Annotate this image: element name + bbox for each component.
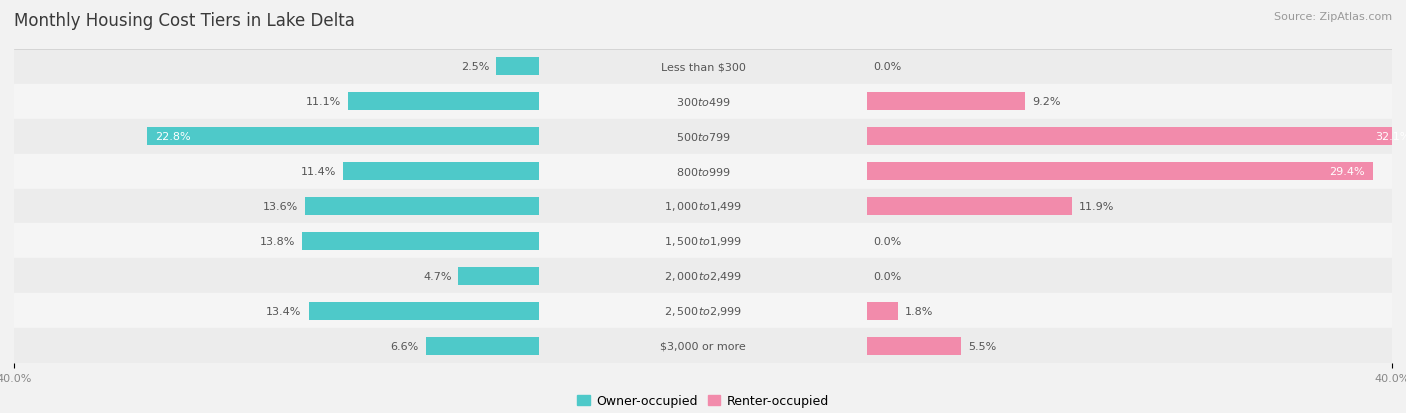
- Bar: [866, 197, 1071, 216]
- Text: 9.2%: 9.2%: [1032, 97, 1060, 107]
- Text: $2,500 to $2,999: $2,500 to $2,999: [664, 305, 742, 318]
- Text: $800 to $999: $800 to $999: [675, 166, 731, 178]
- Text: $300 to $499: $300 to $499: [675, 96, 731, 108]
- Bar: [14, 259, 1392, 294]
- Bar: [426, 337, 540, 355]
- Legend: Owner-occupied, Renter-occupied: Owner-occupied, Renter-occupied: [578, 394, 828, 408]
- Text: 29.4%: 29.4%: [1329, 166, 1364, 177]
- Text: Monthly Housing Cost Tiers in Lake Delta: Monthly Housing Cost Tiers in Lake Delta: [14, 12, 354, 30]
- Text: 2.5%: 2.5%: [461, 62, 489, 72]
- Bar: [146, 128, 540, 146]
- Text: $1,500 to $1,999: $1,500 to $1,999: [664, 235, 742, 248]
- Text: Source: ZipAtlas.com: Source: ZipAtlas.com: [1274, 12, 1392, 22]
- Text: 11.1%: 11.1%: [307, 97, 342, 107]
- Bar: [308, 302, 540, 320]
- Text: $3,000 or more: $3,000 or more: [661, 341, 745, 351]
- Bar: [305, 197, 540, 216]
- Bar: [458, 267, 540, 285]
- Bar: [866, 337, 962, 355]
- Bar: [14, 50, 1392, 84]
- Text: Less than $300: Less than $300: [661, 62, 745, 72]
- Text: 32.1%: 32.1%: [1375, 132, 1406, 142]
- Text: 4.7%: 4.7%: [423, 271, 451, 281]
- Bar: [302, 232, 540, 250]
- Text: 1.8%: 1.8%: [904, 306, 934, 316]
- Bar: [14, 119, 1392, 154]
- Bar: [14, 84, 1392, 119]
- Bar: [14, 329, 1392, 363]
- Text: 13.6%: 13.6%: [263, 202, 298, 211]
- Bar: [343, 163, 540, 181]
- Bar: [866, 93, 1025, 111]
- Text: 11.9%: 11.9%: [1078, 202, 1114, 211]
- Bar: [866, 163, 1374, 181]
- Text: 13.8%: 13.8%: [260, 236, 295, 247]
- Bar: [496, 58, 540, 76]
- Text: $500 to $799: $500 to $799: [675, 131, 731, 143]
- Text: 6.6%: 6.6%: [391, 341, 419, 351]
- Bar: [14, 189, 1392, 224]
- Text: 0.0%: 0.0%: [873, 236, 901, 247]
- Text: $1,000 to $1,499: $1,000 to $1,499: [664, 200, 742, 213]
- Bar: [14, 154, 1392, 189]
- Bar: [349, 93, 540, 111]
- Bar: [866, 302, 897, 320]
- Text: 13.4%: 13.4%: [266, 306, 302, 316]
- Bar: [866, 128, 1406, 146]
- Bar: [14, 294, 1392, 329]
- Text: 0.0%: 0.0%: [873, 271, 901, 281]
- Text: 0.0%: 0.0%: [873, 62, 901, 72]
- Text: $2,000 to $2,499: $2,000 to $2,499: [664, 270, 742, 283]
- Text: 11.4%: 11.4%: [301, 166, 336, 177]
- Text: 5.5%: 5.5%: [969, 341, 997, 351]
- Bar: [14, 224, 1392, 259]
- Text: 22.8%: 22.8%: [155, 132, 191, 142]
